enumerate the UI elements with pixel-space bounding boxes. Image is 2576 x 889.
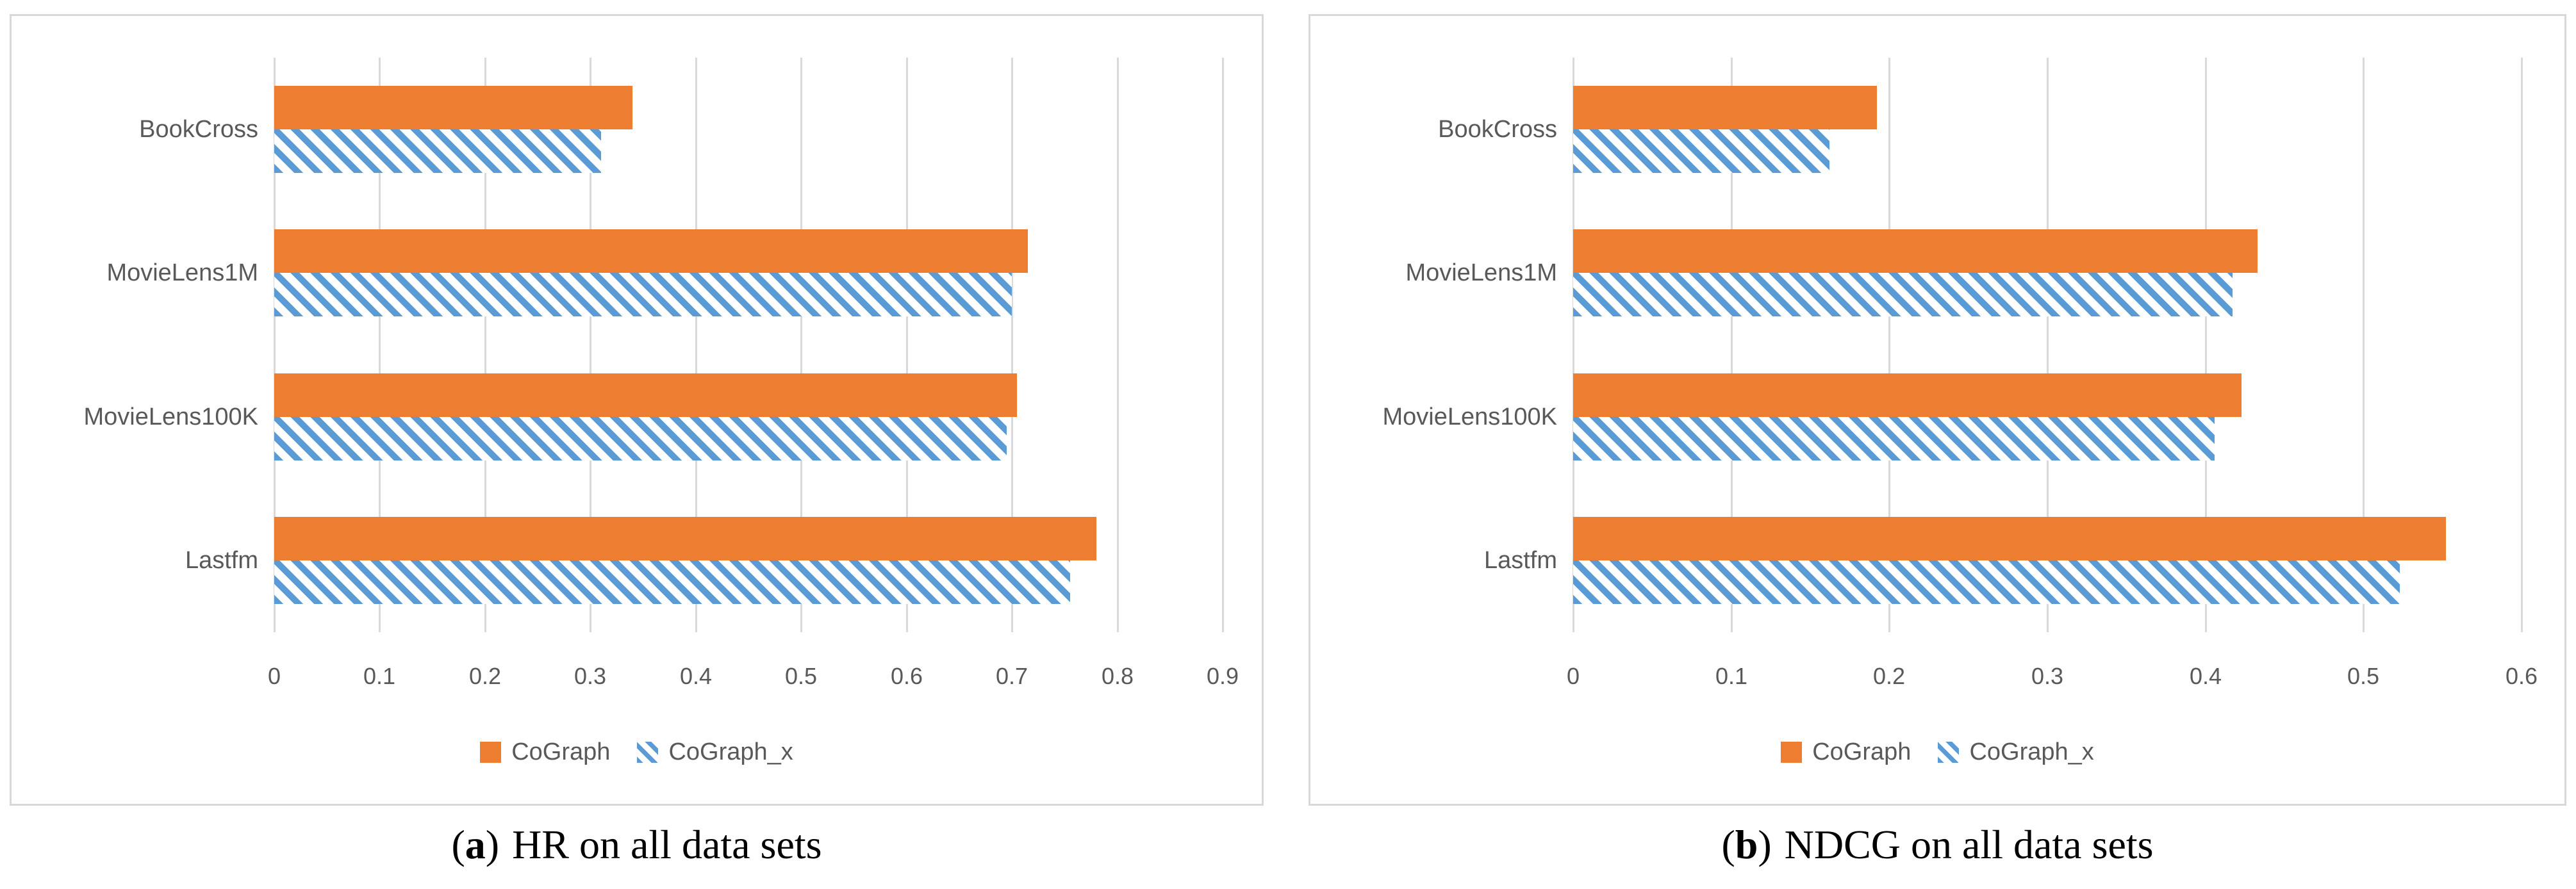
legend: CoGraph CoGraph_x: [1310, 738, 2564, 766]
gridline: [906, 58, 908, 632]
gridline: [1117, 58, 1119, 632]
gridline: [695, 58, 697, 632]
bar-cograph-x: [274, 129, 601, 173]
category-label: MovieLens100K: [83, 404, 258, 430]
bar-cograph: [1573, 373, 2242, 417]
category-label: Lastfm: [1483, 547, 1557, 574]
legend-swatch-cograph-icon: [480, 742, 502, 763]
legend-label: CoGraph_x: [668, 738, 793, 765]
caption-b-marker: b: [1735, 822, 1758, 867]
bar-cograph: [274, 373, 1017, 417]
caption-a-suffix: ): [485, 822, 500, 867]
caption-b-text: NDCG on all data sets: [1784, 822, 2154, 867]
gridline: [1888, 58, 1890, 632]
caption-a-text: HR on all data sets: [512, 822, 822, 867]
chart-panel-b: 0 0.1 0.2 0.3 0.4 0.5 0.6 BookCross MovieLens1M M…: [1309, 14, 2566, 806]
category-label: BookCross: [1438, 116, 1557, 143]
gridline: [800, 58, 802, 632]
x-tick-label: 0.3: [2031, 663, 2064, 689]
x-tick-label: 0.8: [1101, 663, 1134, 689]
x-tick-label: 0.6: [2505, 663, 2538, 689]
legend-label: CoGraph: [1812, 738, 1911, 765]
category-label: BookCross: [139, 116, 258, 143]
gridline: [2521, 58, 2523, 632]
gridline: [484, 58, 486, 632]
caption-b: (b) NDCG on all data sets: [1309, 821, 2566, 869]
x-tick-label: 0.1: [363, 663, 396, 689]
legend-item-cograph: CoGraph: [480, 738, 610, 766]
x-tick-label: 0.2: [468, 663, 502, 689]
legend-label: CoGraph: [511, 738, 611, 765]
x-tick-label: 0: [1566, 663, 1580, 689]
x-tick-label: 0.4: [679, 663, 713, 689]
gridline: [1573, 58, 1574, 632]
plot-area: [274, 58, 1224, 632]
bar-cograph: [1573, 229, 2258, 273]
x-tick-label: 0.1: [1715, 663, 1748, 689]
legend-swatch-cograph-x-icon: [1938, 742, 1960, 763]
gridline: [379, 58, 381, 632]
gridline: [2205, 58, 2207, 632]
caption-a-marker: a: [465, 822, 486, 867]
legend-item-cograph: CoGraph: [1781, 738, 1911, 766]
legend: CoGraph CoGraph_x: [12, 738, 1262, 766]
x-tick-label: 0.4: [2189, 663, 2222, 689]
x-tick-label: 0.5: [784, 663, 818, 689]
legend-item-cograph-x: CoGraph_x: [1938, 738, 2094, 766]
category-label: MovieLens1M: [106, 259, 258, 286]
gridline: [274, 58, 276, 632]
category-label: MovieLens100K: [1382, 404, 1557, 430]
x-tick-label: 0.9: [1206, 663, 1239, 689]
x-tick-label: 0.6: [890, 663, 923, 689]
bar-cograph: [274, 229, 1028, 273]
plot-area: [1573, 58, 2523, 632]
chart-panel-a: 0 0.1 0.2 0.3 0.4 0.5 0.6 0.7 0.8 0.9 BookCross Mov…: [10, 14, 1264, 806]
bar-cograph-x: [1573, 417, 2215, 461]
bar-cograph: [274, 517, 1096, 560]
gridline: [2363, 58, 2365, 632]
caption-a-prefix: (: [451, 822, 465, 867]
x-tick-label: 0: [267, 663, 281, 689]
legend-swatch-cograph-icon: [1781, 742, 1803, 763]
bar-cograph-x: [1573, 129, 1829, 173]
x-tick-label: 0.2: [1872, 663, 1906, 689]
gridline: [1731, 58, 1733, 632]
gridline: [1222, 58, 1224, 632]
bar-cograph-x: [274, 560, 1070, 604]
x-tick-label: 0.5: [2347, 663, 2380, 689]
category-label: MovieLens1M: [1405, 259, 1557, 286]
gridline: [590, 58, 591, 632]
bar-cograph: [274, 86, 632, 129]
caption-a: (a) HR on all data sets: [10, 821, 1264, 869]
x-tick-label: 0.7: [995, 663, 1028, 689]
bar-cograph-x: [1573, 560, 2400, 604]
gridline: [2047, 58, 2049, 632]
x-tick-label: 0.3: [574, 663, 607, 689]
legend-swatch-cograph-x-icon: [637, 742, 659, 763]
bar-cograph-x: [274, 273, 1012, 316]
category-label: Lastfm: [185, 547, 258, 574]
caption-b-suffix: ): [1758, 822, 1772, 867]
legend-item-cograph-x: CoGraph_x: [637, 738, 793, 766]
bar-cograph-x: [274, 417, 1007, 461]
bar-cograph-x: [1573, 273, 2233, 316]
legend-label: CoGraph_x: [1969, 738, 2094, 765]
bar-cograph: [1573, 86, 1877, 129]
gridline: [1011, 58, 1013, 632]
bar-cograph: [1573, 517, 2446, 560]
caption-b-prefix: (: [1721, 822, 1735, 867]
